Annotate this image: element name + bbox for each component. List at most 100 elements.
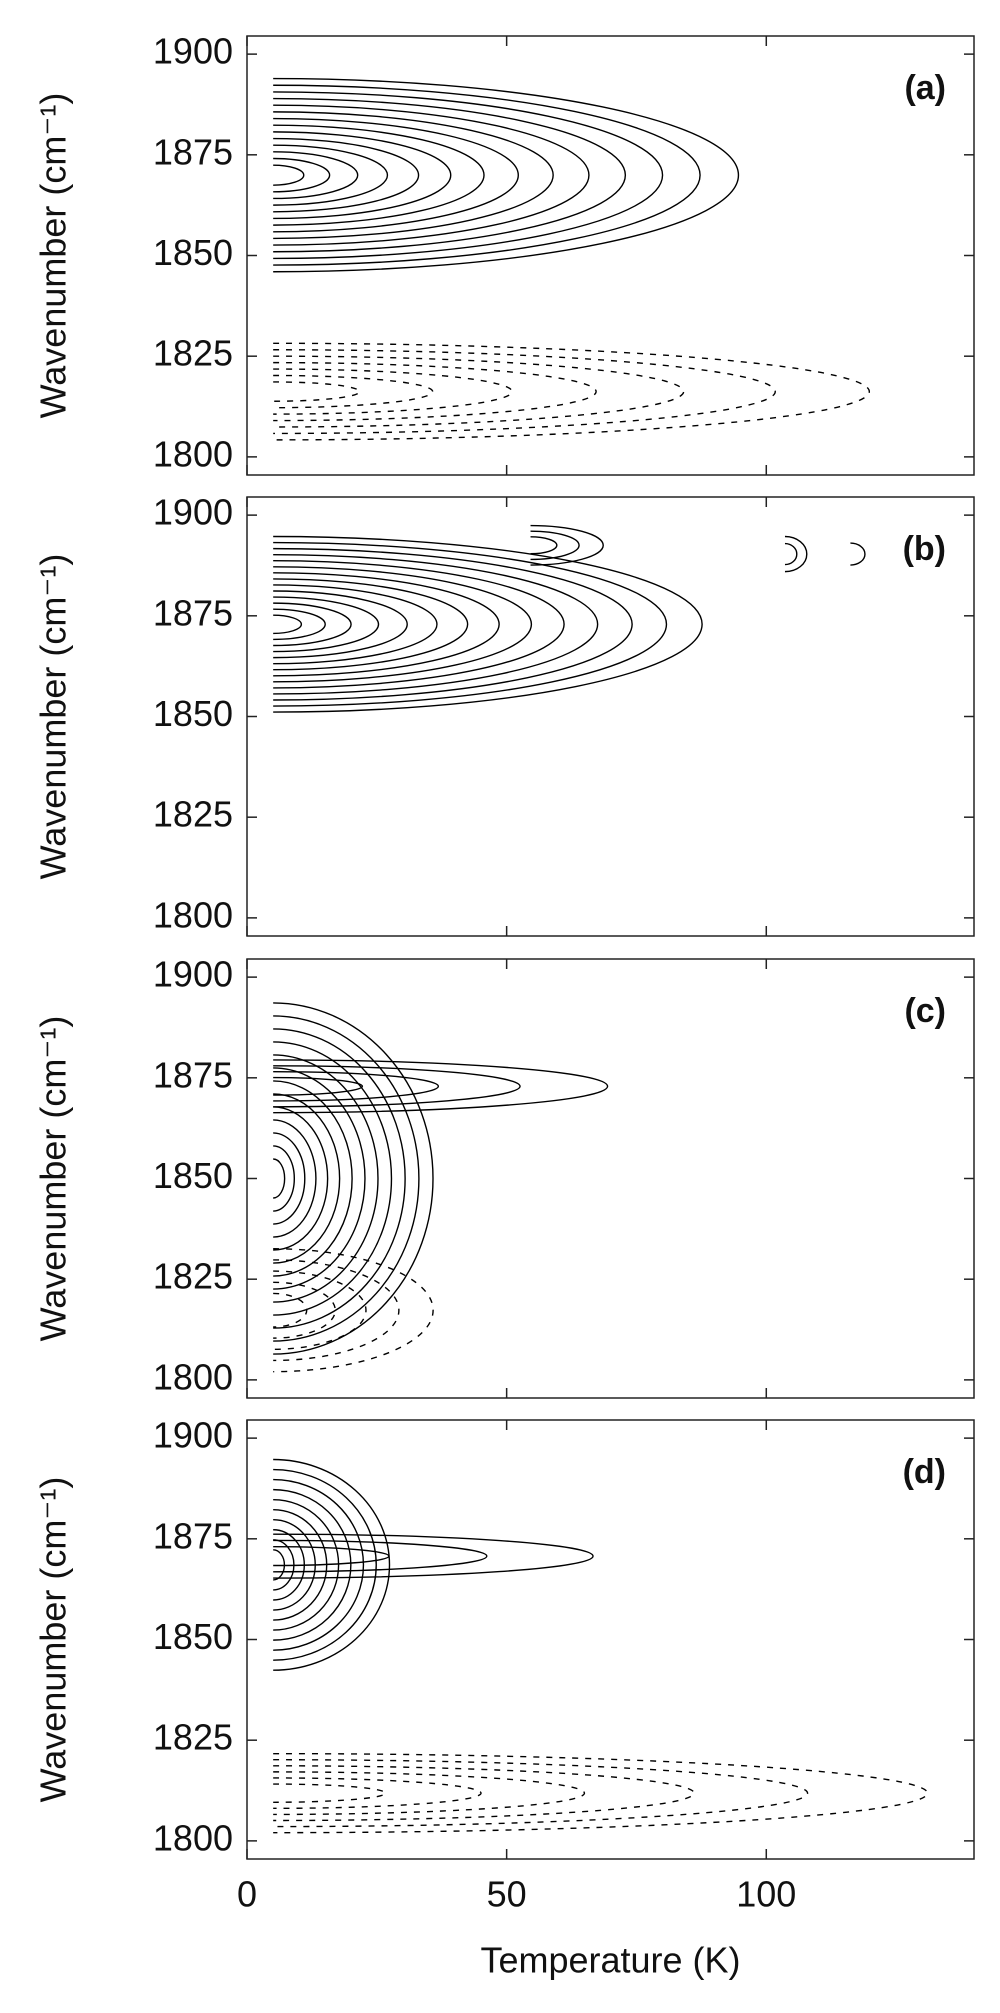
contours [273, 524, 866, 713]
contour-line [273, 144, 388, 206]
y-tick-label: 1900 [153, 954, 233, 995]
contour-line [273, 1067, 365, 1290]
y-tick-label: 1850 [153, 693, 233, 734]
contour-line [784, 542, 798, 566]
contour-line [273, 608, 326, 641]
y-tick-label: 1850 [153, 1616, 233, 1657]
contour-line [273, 1054, 379, 1303]
panel: 1800 1825 1850 1875 1900 Wavenumber (cm⁻¹) (a) [33, 31, 975, 476]
contour-line [273, 151, 358, 200]
contour-line [530, 524, 604, 566]
contour-line [273, 374, 434, 409]
x-axis-title: Temperature (K) [480, 1940, 740, 1981]
contour-line [273, 91, 664, 260]
contour-line [273, 137, 420, 213]
contour-line [273, 590, 408, 659]
contour-line [273, 1270, 367, 1351]
contours [273, 1458, 929, 1834]
contour-line [273, 1076, 364, 1096]
y-tick-label: 1850 [153, 1155, 233, 1196]
contour-line [273, 560, 565, 689]
contour-line [273, 578, 469, 671]
contour-line [273, 131, 451, 220]
contour-line [530, 536, 558, 555]
contour-line [273, 1259, 400, 1362]
panel: 1800 1825 1850 1875 1900 Wavenumber (cm⁻¹) (c) [33, 954, 975, 1399]
y-tick-label: 1875 [153, 131, 233, 172]
plot-frame [246, 35, 975, 476]
contour-line [273, 1488, 352, 1641]
contour-line [273, 77, 740, 273]
y-tick-label: 1800 [153, 1356, 233, 1397]
panel-label: (a) [904, 69, 946, 107]
y-axis-title: Wavenumber (cm⁻¹) [33, 1016, 74, 1342]
contour-line [273, 1772, 584, 1815]
contours [273, 1002, 609, 1373]
contour-line [273, 84, 701, 266]
panel-label: (b) [903, 530, 946, 568]
x-tick-label: 100 [736, 1874, 796, 1915]
contour-line [273, 355, 685, 428]
y-tick-label: 1800 [153, 433, 233, 474]
contour-line [273, 1539, 488, 1573]
contour-line [273, 1752, 929, 1834]
contour-line [273, 1760, 807, 1827]
contour-line [273, 1145, 296, 1212]
y-tick-label: 1825 [153, 333, 233, 374]
contour-line [273, 596, 379, 653]
y-tick-label: 1900 [153, 492, 233, 533]
contour-line [273, 157, 331, 193]
y-tick-label: 1825 [153, 1256, 233, 1297]
contour-line [273, 1545, 390, 1567]
contour-line [273, 1080, 353, 1277]
y-tick-label: 1800 [153, 1817, 233, 1858]
contour-line [273, 1766, 694, 1821]
x-tick-label: 50 [487, 1874, 527, 1915]
contour-line [273, 342, 870, 441]
contour-line [273, 1783, 387, 1803]
y-tick-label: 1900 [153, 31, 233, 72]
contour-line [273, 1777, 482, 1810]
contour-line [273, 1458, 391, 1671]
contour-line [273, 1498, 339, 1631]
contour-line [273, 572, 500, 677]
contour-line [273, 602, 352, 647]
contour-line [273, 1059, 609, 1114]
contours [273, 77, 870, 441]
contour-line [273, 1248, 434, 1373]
contour-line [273, 1132, 306, 1225]
panel: 1800 1825 1850 1875 1900 0 50 100 Wavenumber (cm… [33, 1415, 975, 1981]
contour-line [273, 566, 532, 683]
contour-line [273, 1468, 377, 1661]
contour-line [273, 1533, 594, 1579]
y-axis-title: Wavenumber (cm⁻¹) [33, 554, 74, 880]
x-tick-label: 0 [237, 1874, 257, 1915]
plot-frame [246, 958, 975, 1399]
contour-line [273, 1478, 364, 1651]
contour-line [273, 1041, 393, 1316]
y-tick-label: 1875 [153, 592, 233, 633]
contour-line [273, 614, 302, 635]
contour-line [273, 1065, 522, 1108]
contour-line [273, 1119, 317, 1238]
y-tick-label: 1875 [153, 1515, 233, 1556]
contour-line [273, 1093, 341, 1264]
contour-line [273, 381, 361, 402]
contour-line [530, 530, 580, 561]
y-tick-label: 1800 [153, 894, 233, 935]
contour-line [273, 1292, 308, 1328]
y-tick-label: 1900 [153, 1415, 233, 1456]
y-tick-label: 1850 [153, 232, 233, 273]
y-tick-label: 1825 [153, 794, 233, 835]
contour-line [273, 535, 703, 713]
contour-line [273, 1028, 406, 1329]
contour-line [273, 361, 597, 422]
contour-line [273, 117, 519, 233]
contour-line [273, 350, 775, 434]
contour-line [273, 541, 668, 707]
y-tick-label: 1825 [153, 1717, 233, 1758]
panel-label: (d) [903, 1453, 946, 1491]
contour-line [273, 547, 633, 701]
